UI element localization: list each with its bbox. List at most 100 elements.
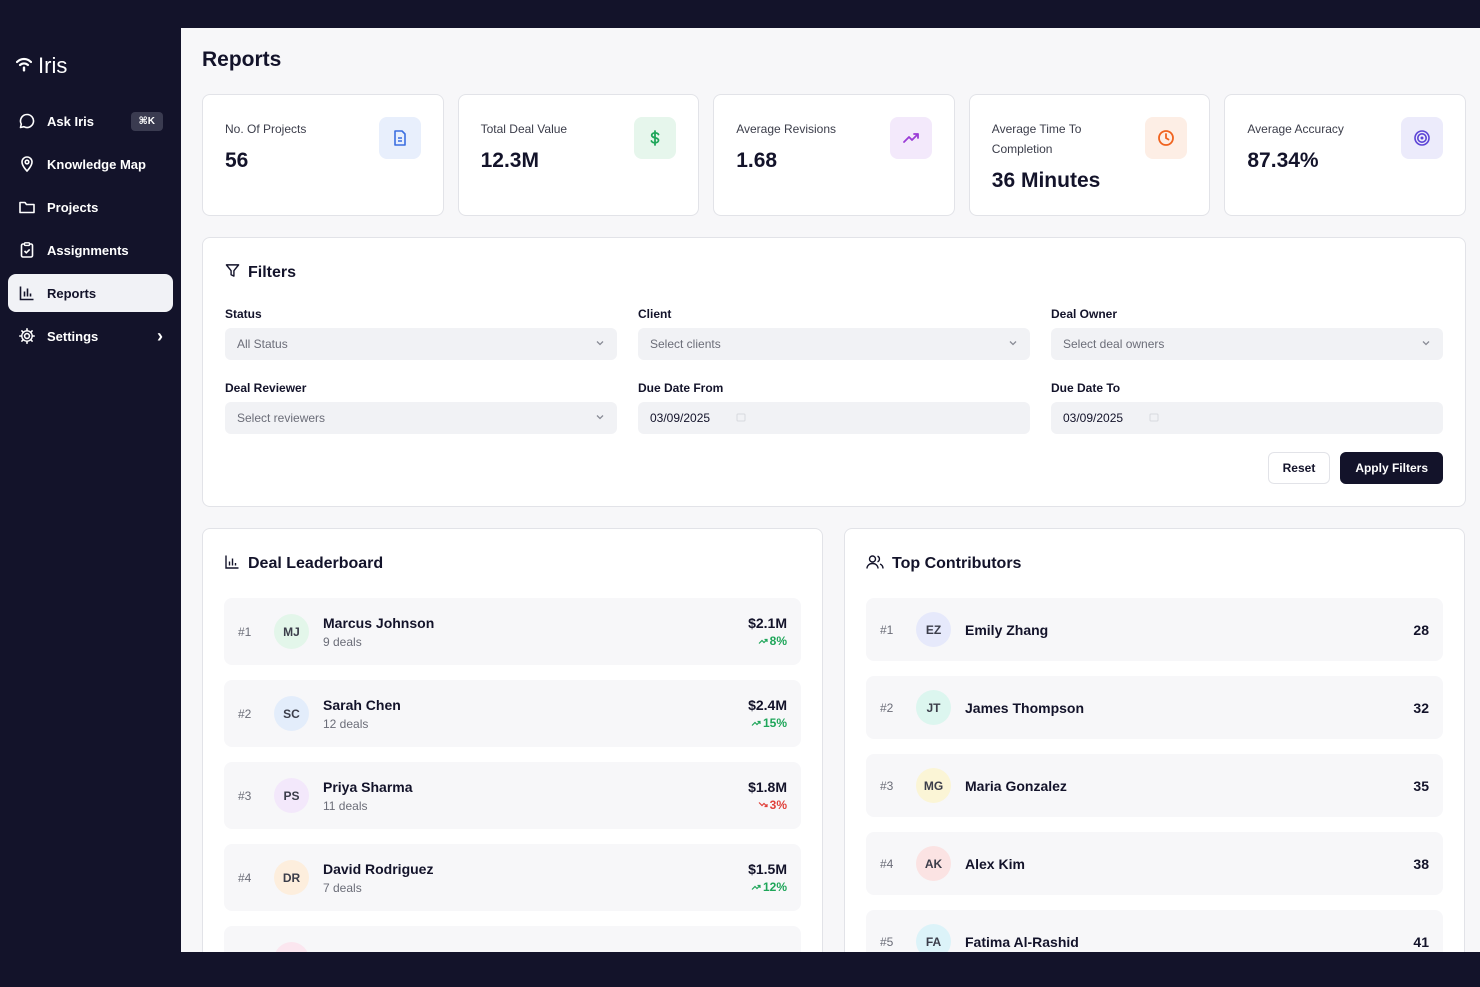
stat-card-projects: No. Of Projects 56 (202, 94, 444, 216)
sidebar-item-ask-iris[interactable]: Ask Iris ⌘K (8, 102, 173, 140)
chevron-down-icon (595, 411, 605, 425)
contribution-count: 38 (1413, 855, 1429, 872)
sidebar-item-label: Reports (47, 285, 97, 301)
rank: #4 (880, 856, 894, 871)
change-value: 3% (769, 798, 787, 812)
change-indicator: 3% (748, 798, 787, 812)
stat-card-deal-value: Total Deal Value 12.3M (457, 94, 700, 216)
contributor-row[interactable]: #3 MG Maria Gonzalez 35 (866, 754, 1443, 817)
deal-count: 12 deals (323, 716, 369, 731)
person-name: David Rodriguez (323, 860, 434, 877)
stat-value: 56 (225, 149, 249, 172)
contributor-row[interactable]: #1 EZ Emily Zhang 28 (866, 598, 1443, 661)
panel-title-text: Top Contributors (892, 555, 1022, 572)
deal-amount: $2.1M 8% (748, 615, 787, 648)
sidebar-item-assignments[interactable]: Assignments (8, 231, 173, 269)
person-info: David Rodriguez 7 deals (323, 861, 748, 895)
stat-value: 36 Minutes (991, 169, 1101, 192)
sidebar-item-label: Knowledge Map (47, 156, 146, 172)
person-name: Sarah Chen (323, 696, 401, 713)
rank: #3 (238, 788, 252, 803)
filters-grid: Status All Status Client Select clients … (225, 307, 1443, 434)
avatar: MJ (274, 614, 309, 649)
sidebar-item-reports[interactable]: Reports (8, 274, 173, 312)
sidebar-item-label: Assignments (47, 242, 129, 258)
select-value: All Status (237, 337, 288, 351)
contributor-row[interactable]: #2 JT James Thompson 32 (866, 676, 1443, 739)
stats-row: No. Of Projects 56 Total Deal Value 12.3… (202, 94, 1466, 216)
chevron-down-icon (1008, 337, 1018, 351)
contributors-list: #1 EZ Emily Zhang 28 #2 JT James Thompson 32 #3 M… (866, 598, 1443, 952)
status-filter: Status All Status (225, 307, 617, 360)
stat-label: Total Deal Value (480, 122, 568, 136)
avatar: FA (916, 924, 951, 952)
trend-up-icon (751, 880, 763, 894)
client-select[interactable]: Select clients (638, 328, 1030, 360)
deal-amount: $1.8M 3% (748, 779, 787, 812)
sidebar-item-settings[interactable]: Settings › (8, 317, 173, 355)
panel-title-text: Deal Leaderboard (248, 555, 384, 572)
calendar-icon (736, 411, 746, 425)
avatar: JT (916, 690, 951, 725)
person-name: Emily Zhang (965, 621, 1049, 638)
change-indicator: 15% (748, 716, 787, 730)
amount-value: $2.1M (748, 615, 787, 631)
deal-count: 7 deals (323, 880, 362, 895)
amount-value: $1.5M (748, 861, 787, 877)
leaderboard-row[interactable]: #5AWAisha Williams$1.3M (224, 926, 801, 952)
leaderboard-row[interactable]: #4 DR David Rodriguez 7 deals $1.5M 12% (224, 844, 801, 911)
shortcut-badge: ⌘K (130, 111, 163, 131)
users-icon (866, 554, 884, 575)
sidebar-item-label: Ask Iris (47, 113, 94, 129)
clock-icon (1145, 117, 1188, 159)
contribution-count: 35 (1413, 777, 1429, 794)
leaderboard-row[interactable]: #2 SC Sarah Chen 12 deals $2.4M 15% (224, 680, 801, 747)
status-select[interactable]: All Status (225, 328, 617, 360)
amount-value: $2.4M (748, 697, 787, 713)
field-label: Status (225, 307, 262, 321)
sidebar-item-label: Settings (47, 328, 99, 344)
sidebar-item-projects[interactable]: Projects (8, 188, 173, 226)
sidebar: Iris Ask Iris ⌘K Knowledge Map Proje (0, 28, 181, 952)
deal-owner-select[interactable]: Select deal owners (1051, 328, 1443, 360)
client-filter: Client Select clients (638, 307, 1030, 360)
iris-logo-icon (15, 53, 33, 79)
person-info: Alex Kim (965, 856, 1413, 872)
deal-amount: $2.4M 15% (748, 697, 787, 730)
top-contributors-panel: Top Contributors #1 EZ Emily Zhang 28 #2 JT Ja… (844, 528, 1465, 952)
sidebar-item-knowledge-map[interactable]: Knowledge Map (8, 145, 173, 183)
page-title: Reports (202, 48, 282, 71)
deal-amount: $1.5M 12% (748, 861, 787, 894)
leaderboard-row[interactable]: #3 PS Priya Sharma 11 deals $1.8M 3% (224, 762, 801, 829)
due-date-from-input[interactable]: 03/09/2025 (638, 402, 1030, 434)
trend-up-icon (751, 716, 763, 730)
stat-value: 12.3M (480, 149, 539, 172)
rank: #3 (880, 778, 894, 793)
person-info: Aisha Williams (323, 950, 748, 953)
document-icon (378, 117, 421, 159)
change-value: 12% (762, 880, 787, 894)
trend-down-icon (758, 798, 770, 812)
main-content: Reports No. Of Projects 56 Total Deal Va… (181, 28, 1480, 952)
person-info: James Thompson (965, 700, 1413, 716)
apply-filters-button[interactable]: Apply Filters (1340, 452, 1443, 484)
contributor-row[interactable]: #4 AK Alex Kim 38 (866, 832, 1443, 895)
field-label: Deal Owner (1051, 307, 1118, 321)
bar-chart-icon (18, 284, 36, 302)
change-value: 15% (762, 716, 787, 730)
select-value: Select deal owners (1063, 337, 1165, 351)
folder-icon (18, 198, 36, 216)
contributor-row[interactable]: #5 FA Fatima Al-Rashid 41 (866, 910, 1443, 952)
contribution-count: 28 (1413, 621, 1429, 638)
bar-chart-icon (224, 554, 240, 575)
avatar: AW (274, 942, 309, 952)
deal-reviewer-select[interactable]: Select reviewers (225, 402, 617, 434)
contribution-count: 32 (1413, 699, 1429, 716)
due-date-to-input[interactable]: 03/09/2025 (1051, 402, 1443, 434)
logo[interactable]: Iris (0, 50, 181, 82)
leaderboard-row[interactable]: #1 MJ Marcus Johnson 9 deals $2.1M 8% (224, 598, 801, 665)
person-info: Emily Zhang (965, 622, 1413, 638)
deal-owner-filter: Deal Owner Select deal owners (1051, 307, 1443, 360)
deal-amount: $1.3M (748, 952, 787, 953)
reset-button[interactable]: Reset (1267, 452, 1331, 484)
